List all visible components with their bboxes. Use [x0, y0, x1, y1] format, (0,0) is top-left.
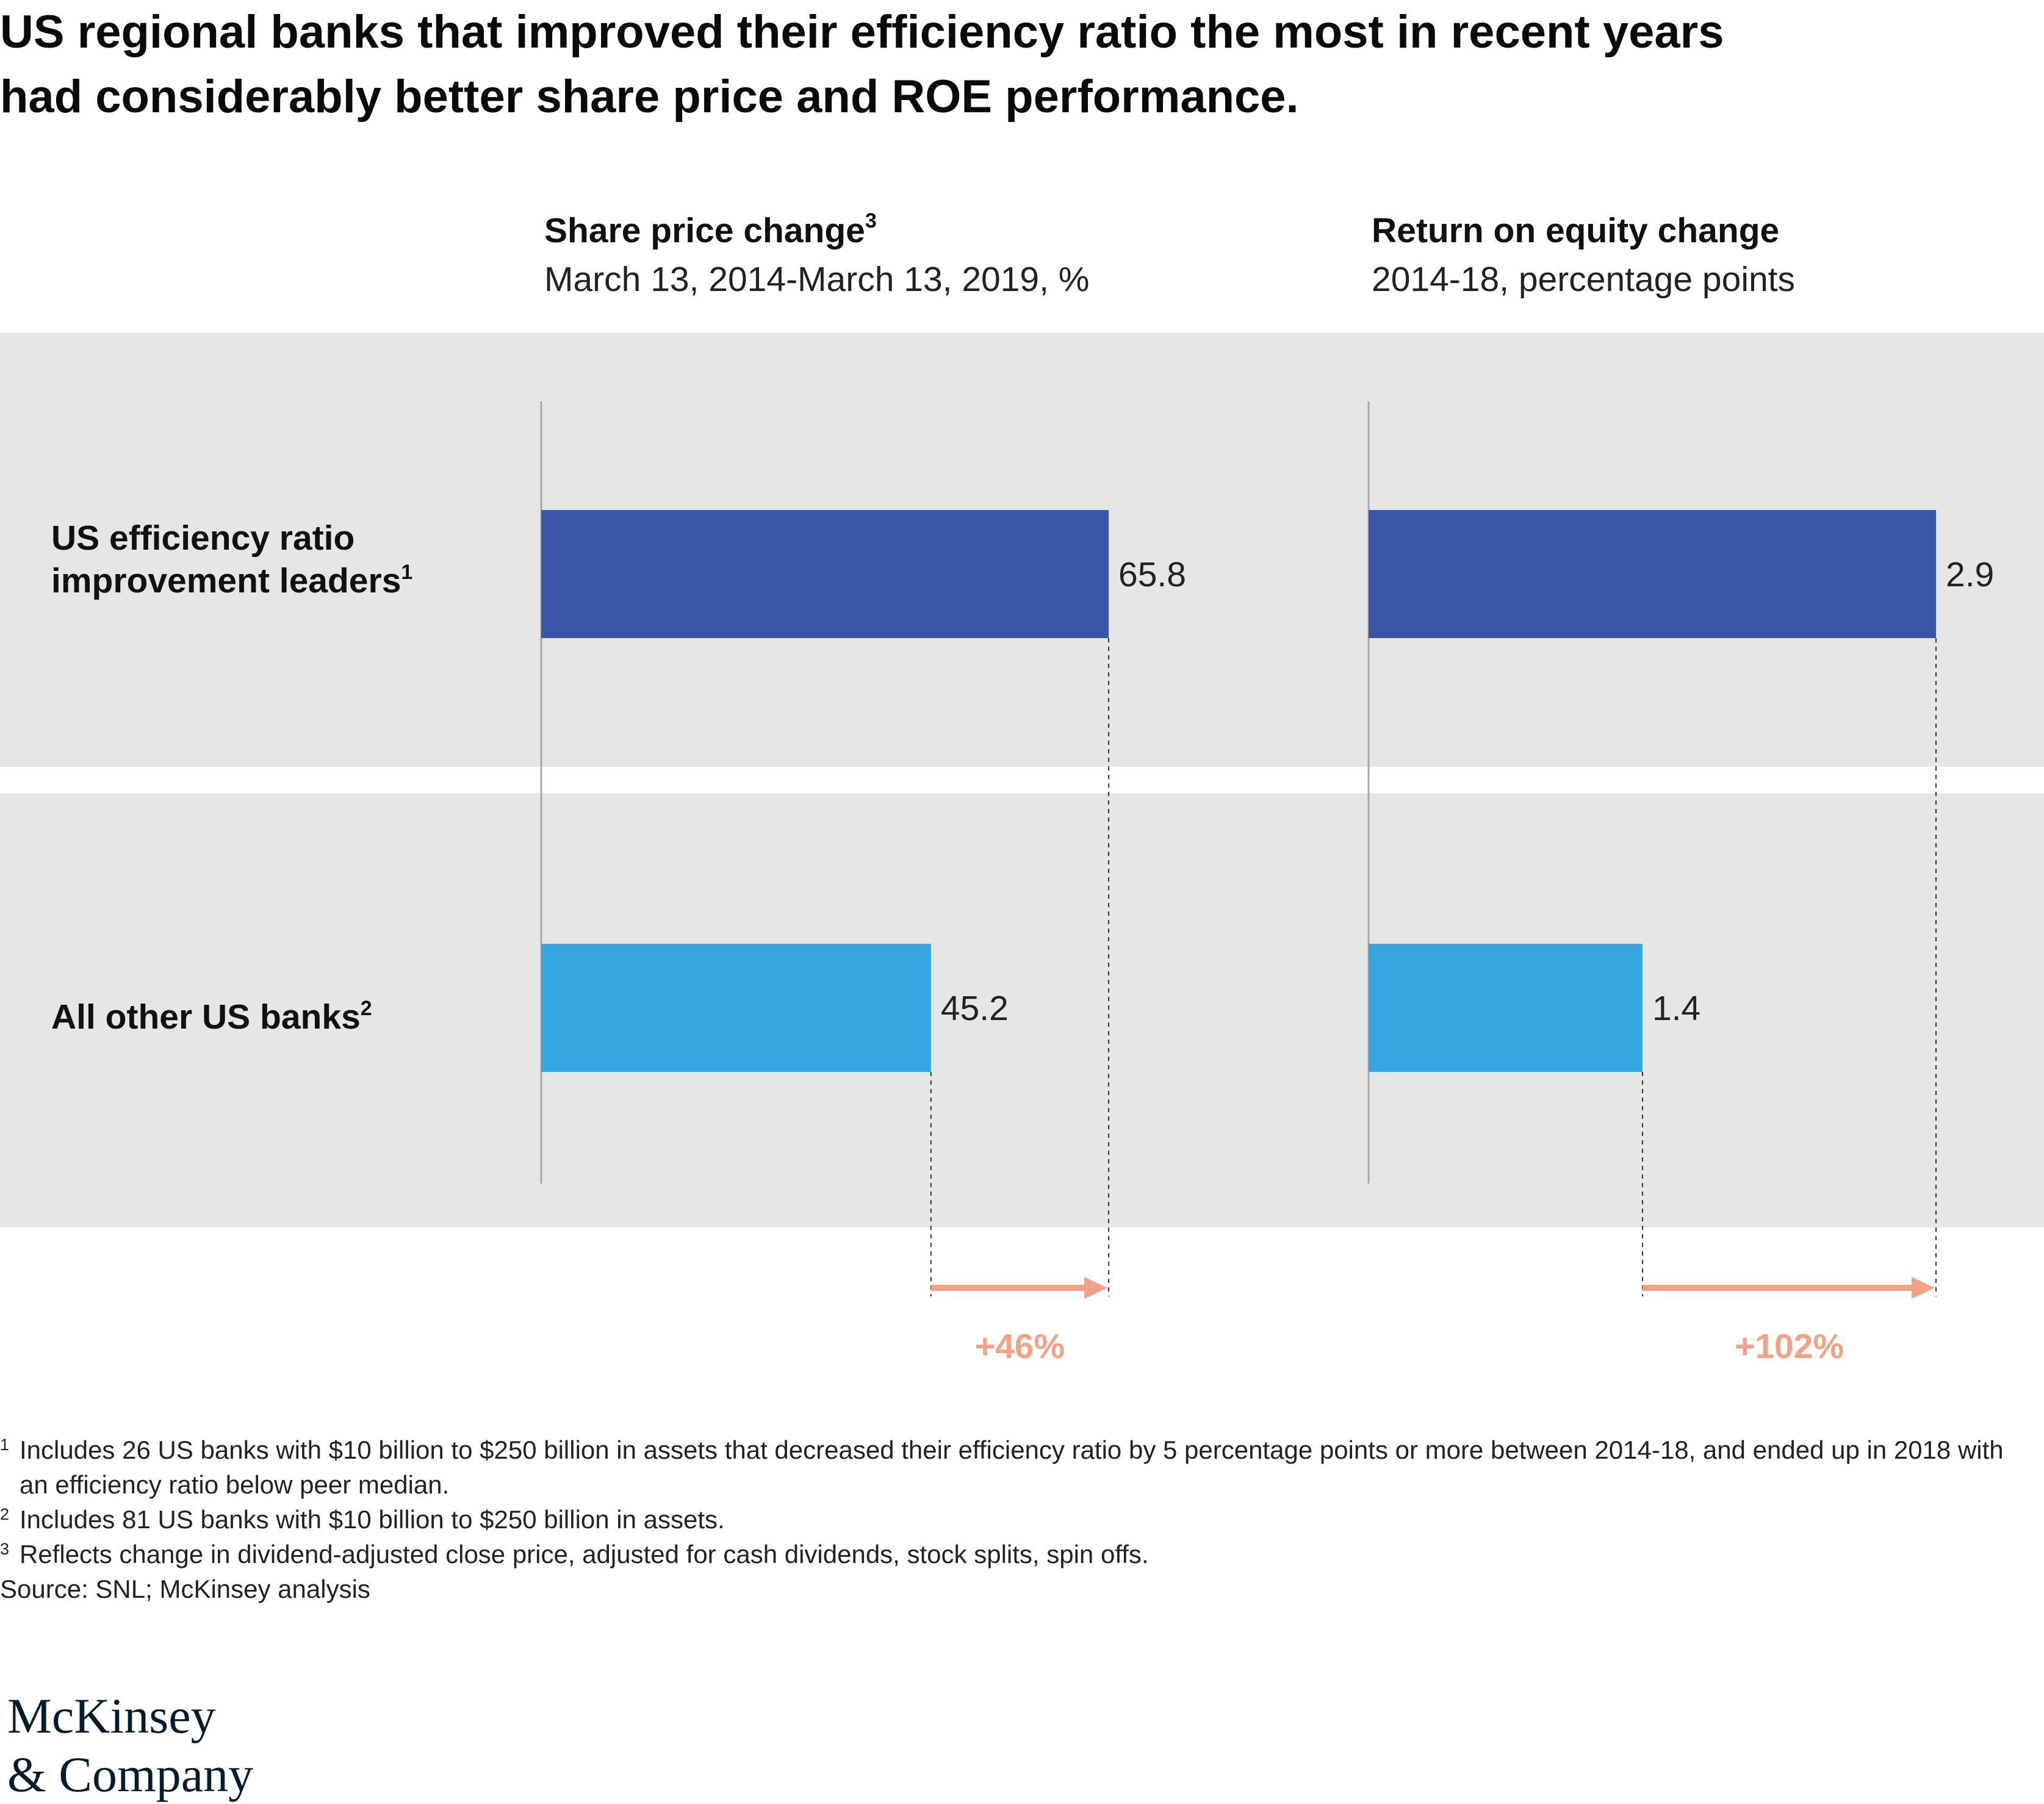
roe-title: Return on equity change: [1372, 211, 1780, 250]
source-note: Source: SNL; McKinsey analysis: [0, 1575, 370, 1603]
roe-subtitle: 2014-18, percentage points: [1372, 260, 1796, 299]
roe-column-header: Return on equity change 2014-18, percent…: [1372, 206, 1795, 304]
difference-arrow-head-2: [1912, 1277, 1935, 1299]
value-label-1-1: 65.8: [1118, 555, 1186, 594]
value-label-1-2: 45.2: [941, 989, 1009, 1028]
footnote-1: 1 Includes 26 US banks with $10 billion t…: [0, 1436, 2004, 1499]
footnotes: 1 Includes 26 US banks with $10 billion t…: [0, 1432, 2032, 1606]
row-label-others-footnote-mark: 2: [360, 997, 372, 1020]
bar-charts: 65.8 45.2 +46% 2.9 1.4 +102%: [540, 401, 1994, 1366]
bar-1-1: [541, 510, 1109, 638]
value-label-2-2: 1.4: [1652, 989, 1700, 1028]
share-price-column-header: Share price change3 March 13, 2014-March…: [544, 206, 1090, 304]
difference-label-1: +46%: [975, 1327, 1065, 1366]
bar-2-2: [1369, 944, 1643, 1072]
difference-arrow-head-1: [1084, 1277, 1107, 1299]
headline-line-2: had considerably better share price and …: [0, 71, 1299, 123]
bar-2-1: [1369, 510, 1936, 638]
footnote-2: 2 Includes 81 US banks with $10 billion t…: [0, 1505, 725, 1534]
value-label-2-1: 2.9: [1946, 555, 1994, 594]
footnote-3: 3 Reflects change in dividend-adjusted cl…: [0, 1540, 1149, 1569]
row-label-leaders-footnote-mark: 1: [401, 561, 413, 584]
headline: US regional banks that improved their ef…: [0, 0, 2038, 129]
share-price-title-footnote-mark: 3: [865, 209, 877, 232]
row-label-others: All other US banks2: [51, 997, 372, 1037]
row-band-others: [0, 793, 2044, 1227]
difference-label-2: +102%: [1735, 1327, 1844, 1366]
bar-1-2: [541, 944, 931, 1072]
share-price-subtitle: March 13, 2014-March 13, 2019, %: [544, 260, 1090, 299]
mckinsey-logo: McKinsey & Company: [7, 1688, 254, 1802]
share-price-title: Share price change3: [544, 209, 877, 250]
row-label-leaders: US efficiency ratio improvement leaders1: [51, 519, 413, 600]
headline-line-1: US regional banks that improved their ef…: [0, 6, 1724, 58]
